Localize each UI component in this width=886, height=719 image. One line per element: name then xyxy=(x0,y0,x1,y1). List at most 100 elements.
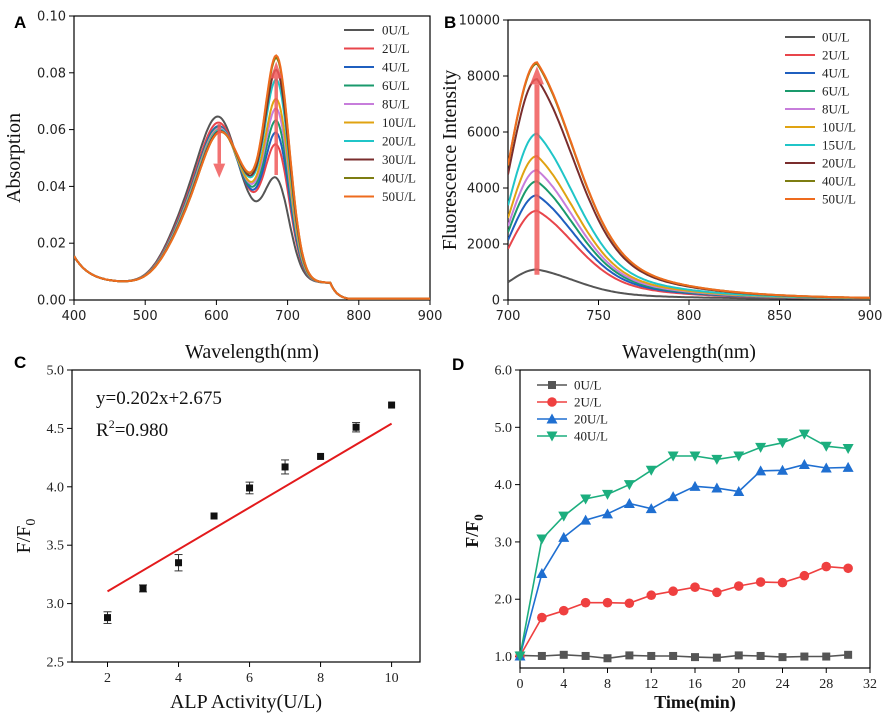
panel-b: B 700 750 800 850 900 0 2000 4000 6000 8000 10000 Wa… xyxy=(439,13,882,363)
data-point xyxy=(646,590,657,601)
data-point xyxy=(104,614,112,622)
absorption-line-2 xyxy=(74,124,430,300)
y-tick-label: 0.04 xyxy=(37,180,66,195)
data-point xyxy=(667,451,679,462)
data-point xyxy=(281,463,289,471)
y-tick-label: 0.02 xyxy=(37,237,66,252)
data-point xyxy=(799,570,810,581)
y-tick-label: 0.10 xyxy=(37,10,66,25)
data-point xyxy=(537,651,546,660)
legend-label: 20U/L xyxy=(574,412,608,427)
x-tick-label: 900 xyxy=(858,309,883,324)
y-axis-label: F/F0 xyxy=(13,519,39,554)
legend-label: 0U/L xyxy=(574,378,602,393)
x-tick-label: 400 xyxy=(62,309,87,324)
data-point xyxy=(210,512,218,520)
x-tick-label: 6 xyxy=(246,671,253,686)
x-tick-label: 10 xyxy=(385,671,399,686)
data-point xyxy=(733,451,745,462)
y-tick-label: 3.0 xyxy=(495,535,513,550)
data-point xyxy=(559,650,568,659)
data-point xyxy=(756,651,765,660)
x-tick-label: 28 xyxy=(819,677,833,692)
data-point xyxy=(842,461,854,472)
data-point xyxy=(625,651,634,660)
y-axis-label: Fluorescence Intensity xyxy=(439,70,461,251)
arrow-up-head xyxy=(529,66,544,85)
panel-c: C 2 4 6 8 10 2.5 3.0 3.5 4.0 4.5 5.0 ALP Activity(U/… xyxy=(13,353,421,713)
y-axis-label-main: F/F xyxy=(462,521,482,548)
x-tick-label: 500 xyxy=(133,309,158,324)
data-point xyxy=(798,459,810,470)
data-point xyxy=(536,567,548,578)
y-axis-label-main: F/F xyxy=(13,526,35,554)
legend-marker xyxy=(548,381,556,389)
x-tick-label: 20 xyxy=(732,677,746,692)
y-tick-label: 0 xyxy=(492,294,500,309)
x-tick-label: 750 xyxy=(586,309,611,324)
data-point xyxy=(712,587,722,598)
series-line-1 xyxy=(519,565,849,657)
legend-label: 10U/L xyxy=(822,120,856,135)
legend-marker xyxy=(547,397,557,407)
data-point xyxy=(352,423,360,431)
x-axis-label: Time(min) xyxy=(654,692,736,713)
x-tick-label: 16 xyxy=(688,677,702,692)
legend-label: 10U/L xyxy=(382,115,416,130)
data-point xyxy=(733,581,744,591)
data-point xyxy=(800,652,809,661)
data-point xyxy=(624,598,635,609)
y-tick-label: 5.0 xyxy=(47,364,65,379)
data-point xyxy=(645,503,657,514)
data-point xyxy=(755,442,767,453)
fit-line xyxy=(107,422,393,593)
y-tick-label: 0.00 xyxy=(37,294,66,309)
x-tick-label: 600 xyxy=(204,309,229,324)
y-axis-label: Absorption xyxy=(3,113,25,203)
y-tick-label: 3.5 xyxy=(47,539,65,554)
data-point xyxy=(645,465,657,476)
panel-label-d: D xyxy=(452,355,464,374)
data-point xyxy=(388,401,396,409)
legend-label: 20U/L xyxy=(382,134,416,149)
data-point xyxy=(647,651,656,660)
data-point xyxy=(175,559,183,567)
y-tick-label: 1.0 xyxy=(495,650,513,665)
data-point xyxy=(689,480,701,491)
absorption-line-4 xyxy=(74,107,430,300)
arrow-up-head xyxy=(270,61,283,79)
absorption-line-9 xyxy=(74,54,430,300)
legend-label: 6U/L xyxy=(822,84,850,99)
y-tick-label: 5.0 xyxy=(495,421,513,436)
fluorescence-line-6 xyxy=(508,132,870,300)
x-tick-label: 800 xyxy=(346,309,371,324)
fluorescence-line-9 xyxy=(508,61,870,299)
data-point xyxy=(712,653,721,662)
legend-marker xyxy=(546,413,558,424)
x-axis-label: Wavelength(nm) xyxy=(622,341,756,363)
y-tick-label: 4000 xyxy=(467,182,500,197)
absorption-line-1 xyxy=(74,121,430,300)
x-tick-label: 32 xyxy=(863,677,877,692)
absorption-line-3 xyxy=(74,119,430,300)
y-tick-label: 0.08 xyxy=(37,66,66,81)
data-point xyxy=(691,653,699,662)
y-tick-label: 3.0 xyxy=(47,597,65,612)
y-tick-label: 8000 xyxy=(467,70,500,85)
x-tick-label: 850 xyxy=(767,309,792,324)
data-point xyxy=(602,508,613,519)
data-point xyxy=(669,651,678,660)
y-tick-label: 2000 xyxy=(467,238,500,253)
plot-frame xyxy=(71,369,421,663)
legend-label: 0U/L xyxy=(382,23,410,38)
data-point xyxy=(536,534,548,545)
y-axis-label: F/F0 xyxy=(462,514,486,548)
x-tick-label: 800 xyxy=(677,309,702,324)
data-point xyxy=(558,605,569,616)
r2-sup: 2 xyxy=(109,417,115,431)
x-tick-label: 4 xyxy=(175,671,182,686)
data-point xyxy=(777,464,788,475)
data-point xyxy=(755,577,766,587)
y-tick-label: 6000 xyxy=(467,126,500,141)
r2-prefix: R xyxy=(96,420,109,441)
